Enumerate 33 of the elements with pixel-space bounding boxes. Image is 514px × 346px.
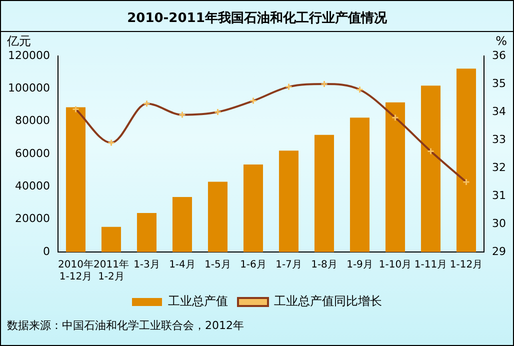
x-tick-label: 1-8月 [311, 260, 338, 271]
legend-label: 工业总产值 [168, 294, 228, 308]
x-tick-label: 1-12月 [450, 260, 483, 271]
y2-tick-label: 30 [492, 216, 506, 230]
y2-tick-label: 33 [492, 132, 506, 146]
y-axis-title: 亿元 [6, 34, 31, 48]
x-tick-label: 2011年1-2月 [94, 258, 129, 283]
x-tick-label: 2010年1-12月 [58, 258, 94, 283]
chart-title: 2010-2011年我国石油和化工行业产值情况 [1, 1, 513, 32]
x-tick-label: 1-4月 [169, 260, 196, 271]
y-tick-label: 80000 [14, 114, 50, 128]
y-tick-label: 60000 [14, 146, 50, 160]
y-tick-label: 40000 [14, 180, 50, 193]
y2-tick-label: 36 [492, 48, 506, 62]
x-tick-label: 1-9月 [346, 260, 373, 271]
x-tick-label: 1-5月 [204, 260, 231, 271]
x-tick-label: 1-7月 [276, 260, 302, 271]
y2-tick-label: 31 [492, 188, 506, 202]
y2-axis-title: % [496, 34, 507, 48]
x-tick-label: 1-3月 [134, 260, 160, 271]
y2-tick-label: 32 [492, 160, 506, 174]
y-tick-label: 120000 [8, 48, 50, 62]
legend-label: 工业总产值同比增长 [274, 294, 382, 308]
y2-tick-label: 34 [492, 104, 506, 118]
y-tick-label: 0 [42, 244, 50, 258]
x-tick-label: 1-11月 [414, 260, 448, 271]
source-note: 数据来源：中国石油和化学工业联合会，2012年 [6, 318, 245, 333]
x-tick-label: 1-10月 [378, 260, 412, 271]
y-tick-label: 20000 [14, 212, 50, 226]
y2-tick-label: 35 [492, 76, 506, 90]
x-tick-label: 1-6月 [240, 260, 266, 271]
y-tick-label: 100000 [8, 82, 50, 95]
y2-tick-label: 29 [492, 244, 506, 258]
